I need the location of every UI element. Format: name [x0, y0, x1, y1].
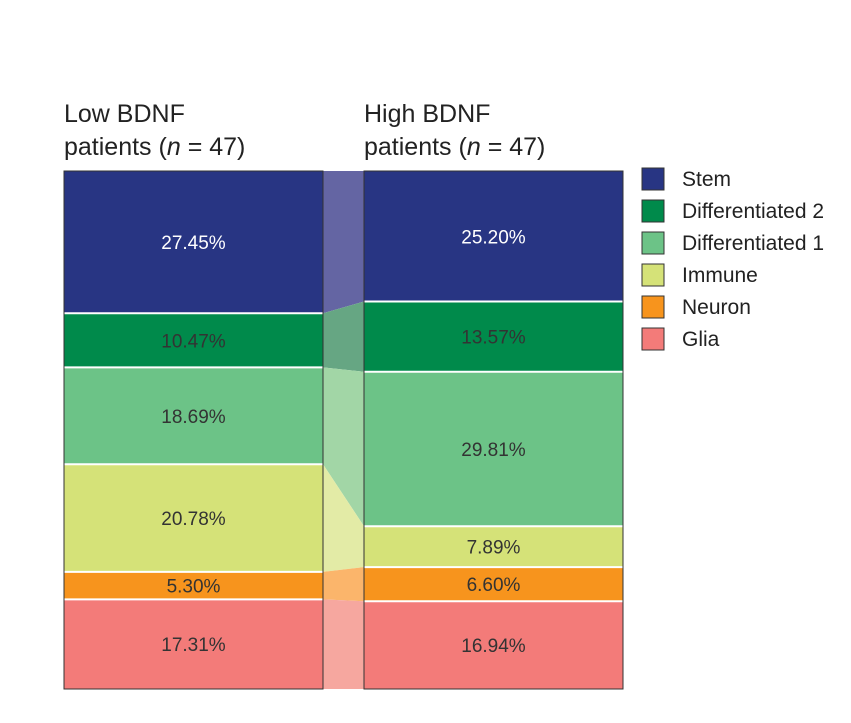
high-bdnf-bar-neuron	[364, 567, 623, 602]
low-bdnf-bar-glia	[64, 599, 323, 689]
low-bdnf-label-differentiated-1: 18.69%	[161, 407, 226, 428]
legend-label-differentiated-1: Differentiated 1	[682, 232, 824, 255]
high-bdnf-title-line2: patients (n = 47)	[364, 133, 545, 161]
low-bdnf-bar-neuron	[64, 571, 323, 600]
flow-neuron	[323, 567, 364, 602]
high-bdnf-label-immune: 7.89%	[467, 538, 521, 559]
low-bdnf-label-immune: 20.78%	[161, 509, 226, 530]
legend-label-differentiated-2: Differentiated 2	[682, 200, 824, 223]
low-bdnf-bar-outline	[63, 170, 324, 690]
low-bdnf-bar-immune	[64, 464, 323, 572]
low-bdnf-label-glia: 17.31%	[161, 635, 226, 656]
flow-immune	[323, 464, 364, 572]
low-bdnf-bar-differentiated-2	[64, 313, 323, 368]
legend-label-stem: Stem	[682, 168, 731, 191]
high-bdnf-bar-outline	[363, 170, 624, 690]
legend-swatch-immune	[641, 263, 665, 287]
flow-differentiated-2	[323, 301, 364, 372]
legend-swatch-neuron	[641, 295, 665, 319]
low-bdnf-label-neuron: 5.30%	[167, 577, 221, 598]
high-bdnf-bar-glia	[364, 601, 623, 689]
legend-label-glia: Glia	[682, 328, 720, 351]
high-bdnf-label-neuron: 6.60%	[467, 575, 521, 596]
high-bdnf-label-glia: 16.94%	[461, 636, 526, 657]
high-bdnf-title-line1: High BDNF	[364, 100, 490, 128]
low-bdnf-label-stem: 27.45%	[161, 233, 226, 254]
legend-label-neuron: Neuron	[682, 296, 751, 319]
high-bdnf-bar-stem	[364, 171, 623, 302]
high-bdnf-bar-immune	[364, 526, 623, 568]
legend-swatch-differentiated-1	[641, 231, 665, 255]
low-bdnf-title-line1: Low BDNF	[64, 100, 185, 128]
low-bdnf-label-differentiated-2: 10.47%	[161, 331, 226, 352]
flow-layer	[323, 171, 364, 689]
bar-layer: 27.45% 10.47% 18.69% 20.78% 5.30% 17.31% 25.20…	[63, 170, 624, 690]
column-titles: Low BDNF patients (n = 47) High BDNF patien…	[64, 100, 545, 161]
low-bdnf-bar-differentiated-1	[64, 367, 323, 465]
legend: Stem Differentiated 2 Differentiated 1 Immu…	[641, 167, 824, 351]
flow-stem	[323, 171, 364, 314]
flow-differentiated-1	[323, 367, 364, 527]
legend-swatch-stem	[641, 167, 665, 191]
low-bdnf-title-line2: patients (n = 47)	[64, 133, 245, 161]
high-bdnf-label-differentiated-1: 29.81%	[461, 440, 526, 461]
low-bdnf-bar-stem	[64, 171, 323, 314]
legend-swatch-glia	[641, 327, 665, 351]
high-bdnf-bar-differentiated-2	[364, 301, 623, 372]
high-bdnf-label-differentiated-2: 13.57%	[461, 328, 526, 349]
high-bdnf-bar-differentiated-1	[364, 371, 623, 527]
flow-glia	[323, 599, 364, 689]
legend-label-immune: Immune	[682, 264, 758, 287]
legend-swatch-differentiated-2	[641, 199, 665, 223]
high-bdnf-label-stem: 25.20%	[461, 227, 526, 248]
